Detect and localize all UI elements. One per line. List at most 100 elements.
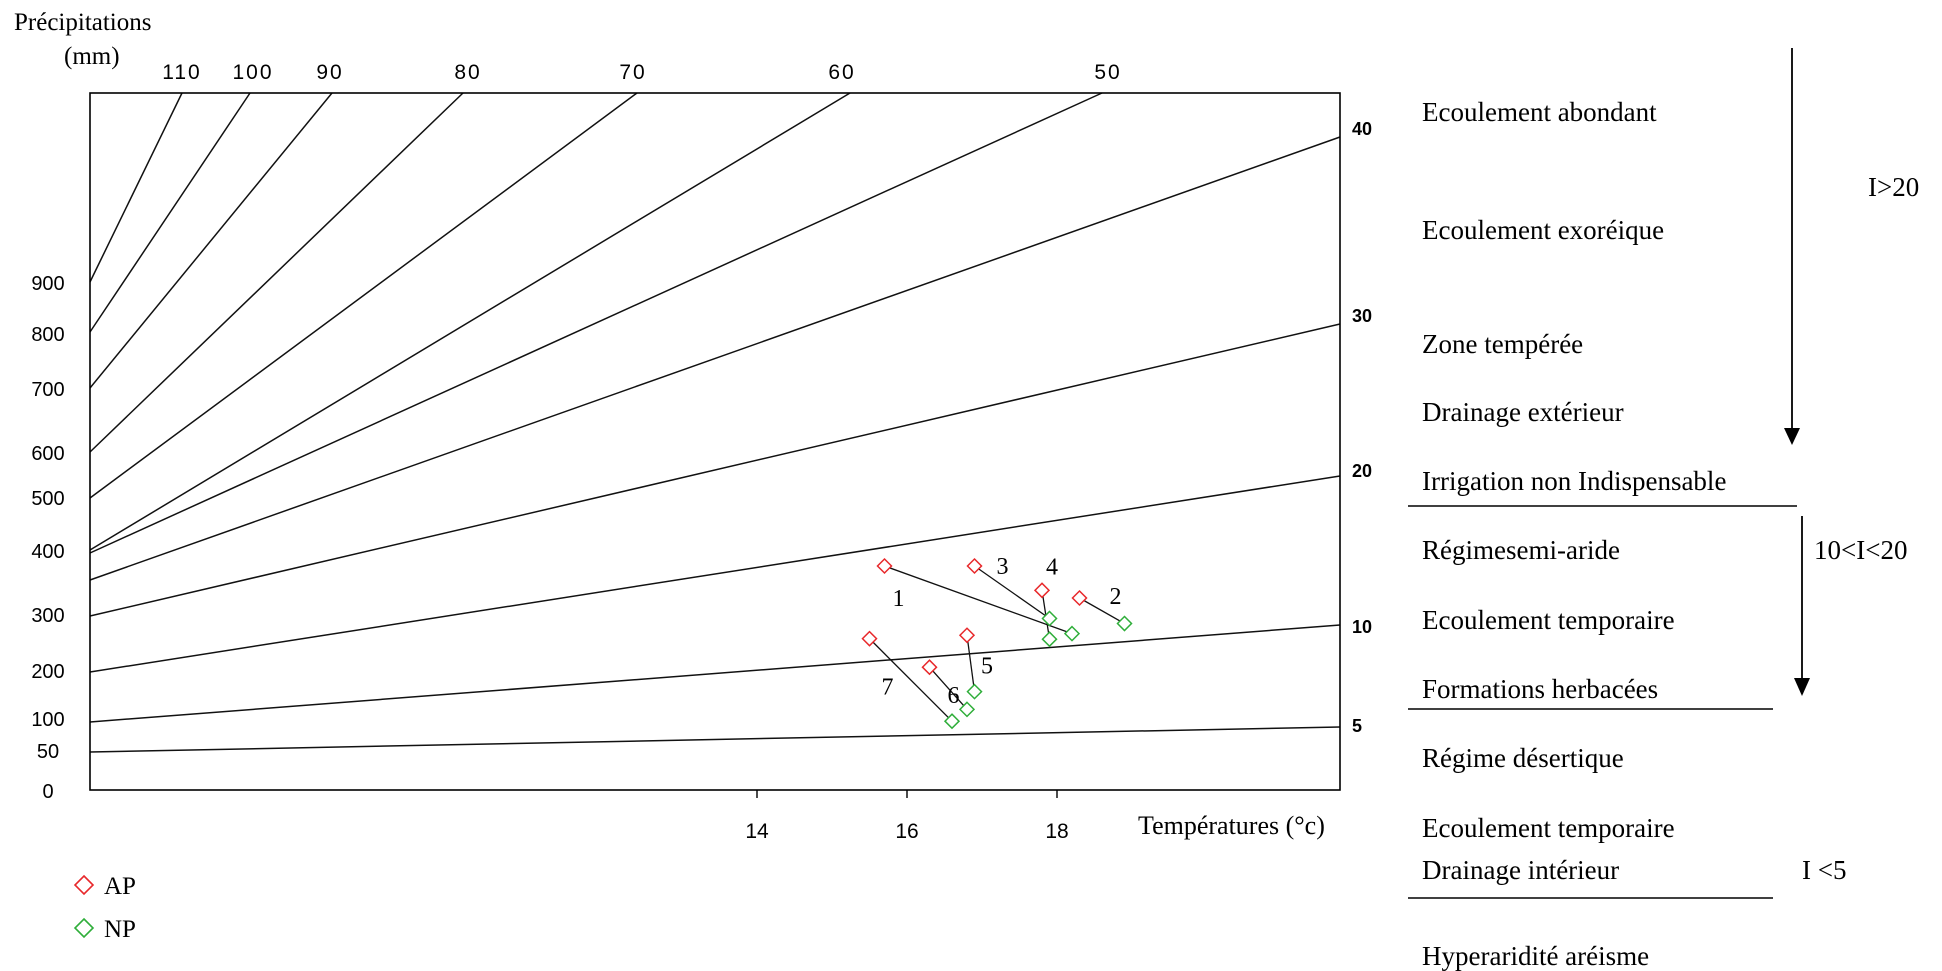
y-tick-label: 50 bbox=[37, 741, 59, 763]
isoline bbox=[89, 624, 1341, 723]
top-tick-label: 100 bbox=[232, 61, 273, 84]
y-tick-label: 600 bbox=[31, 443, 64, 465]
x-tick-label: 16 bbox=[895, 820, 918, 843]
y-tick-label: 200 bbox=[31, 661, 64, 683]
station-label: 1 bbox=[893, 586, 905, 612]
legend-marker bbox=[73, 917, 95, 939]
station-connector bbox=[929, 666, 968, 710]
right-tick-label: 40 bbox=[1352, 119, 1372, 139]
y-tick-label: 400 bbox=[31, 541, 64, 563]
station-connector bbox=[884, 565, 1073, 635]
station-connector bbox=[1079, 597, 1125, 625]
station-label: 7 bbox=[882, 675, 894, 701]
station-label: 2 bbox=[1110, 584, 1122, 610]
ap-marker bbox=[966, 557, 983, 575]
x-tick-label: 18 bbox=[1045, 820, 1068, 843]
y-tick-label: 300 bbox=[31, 605, 64, 627]
isoline bbox=[89, 92, 251, 333]
np-marker bbox=[1063, 625, 1081, 642]
legend: AP NP bbox=[73, 873, 136, 943]
zone-label: Ecoulement abondant bbox=[1422, 97, 1657, 127]
station-label: 6 bbox=[948, 683, 960, 709]
y-axis-unit: (mm) bbox=[64, 43, 120, 70]
top-tick-label: 90 bbox=[316, 61, 343, 84]
ap-marker bbox=[958, 627, 976, 644]
arrow-head-high bbox=[1784, 428, 1800, 445]
zone-label: Formations herbacées bbox=[1422, 674, 1659, 704]
station-connectors bbox=[869, 565, 1125, 722]
zone-label: Régime désertique bbox=[1422, 743, 1624, 773]
top-tick-label: 110 bbox=[162, 61, 201, 84]
y-axis-title: Précipitations bbox=[14, 9, 151, 36]
y-tick-label: 700 bbox=[31, 379, 64, 401]
index-low-label: I <5 bbox=[1802, 855, 1847, 885]
top-tick-label: 60 bbox=[828, 61, 855, 84]
right-tick-labels: 40 30 20 10 5 bbox=[1352, 119, 1372, 736]
zone-label: Drainage intérieur bbox=[1422, 855, 1620, 885]
isoline bbox=[89, 475, 1341, 673]
isoline bbox=[89, 92, 1103, 554]
isoline bbox=[89, 92, 333, 389]
ap-marker bbox=[1033, 582, 1051, 599]
ap-marker bbox=[876, 557, 893, 575]
x-tick-labels: 14 16 18 bbox=[745, 790, 1069, 843]
station-label: 3 bbox=[997, 554, 1009, 580]
isoline bbox=[89, 92, 851, 551]
np-marker bbox=[1116, 615, 1133, 632]
np-marker bbox=[966, 683, 983, 700]
top-tick-label: 50 bbox=[1094, 61, 1121, 84]
np-marker bbox=[1041, 631, 1058, 648]
legend-label: AP bbox=[104, 873, 136, 900]
right-tick-label: 20 bbox=[1352, 461, 1372, 481]
y-tick-label: 0 bbox=[42, 781, 53, 803]
isoline bbox=[89, 92, 464, 453]
y-tick-label: 500 bbox=[31, 488, 64, 510]
legend-marker bbox=[73, 874, 95, 896]
index-mid-label: 10<I<20 bbox=[1814, 535, 1908, 565]
zone-label: Irrigation non Indispensable bbox=[1422, 466, 1727, 496]
np-marker bbox=[943, 713, 961, 730]
zone-label: Zone tempérée bbox=[1422, 329, 1584, 359]
station-connector bbox=[966, 635, 976, 692]
isoline bbox=[89, 323, 1341, 617]
np-marker bbox=[958, 701, 976, 718]
zone-label: Hyperaridité aréisme bbox=[1422, 941, 1650, 971]
isoline bbox=[89, 726, 1341, 753]
ap-marker bbox=[1071, 589, 1088, 607]
right-tick-label: 10 bbox=[1352, 617, 1372, 637]
zone-label: Ecoulement temporaire bbox=[1422, 605, 1675, 635]
ap-marker bbox=[861, 630, 878, 647]
arrow-head-mid bbox=[1794, 678, 1810, 696]
isoline bbox=[89, 136, 1341, 581]
zone-label: Drainage extérieur bbox=[1422, 397, 1624, 427]
y-tick-label: 100 bbox=[31, 709, 64, 731]
zone-label: Ecoulement temporaire bbox=[1422, 813, 1675, 843]
top-tick-labels: 110 100 90 80 70 60 50 bbox=[162, 61, 1121, 84]
x-tick-label: 14 bbox=[745, 820, 769, 843]
top-tick-label: 80 bbox=[454, 61, 481, 84]
y-tick-label: 900 bbox=[31, 273, 64, 295]
np-marker bbox=[1041, 610, 1058, 627]
index-annotations bbox=[1408, 48, 1810, 899]
x-axis-title: Températures (°c) bbox=[1138, 811, 1325, 840]
station-label: 5 bbox=[981, 653, 993, 679]
top-tick-label: 70 bbox=[619, 61, 646, 84]
ap-marker bbox=[921, 659, 938, 676]
station-label: 4 bbox=[1046, 554, 1058, 580]
axis-titles: Précipitations (mm) Températures (°c) bbox=[14, 9, 1325, 840]
isoline-group bbox=[89, 92, 1341, 753]
isoline bbox=[89, 92, 183, 283]
station-connector bbox=[869, 638, 953, 722]
station-markers bbox=[861, 557, 1133, 730]
index-high-label: I>20 bbox=[1868, 172, 1920, 202]
zone-label: Régimesemi-aride bbox=[1422, 535, 1620, 565]
plot-frame bbox=[89, 92, 1341, 791]
right-tick-label: 30 bbox=[1352, 306, 1372, 326]
station-labels: 1 2 3 4 56 7 bbox=[882, 554, 1122, 709]
zone-label: Ecoulement exoréique bbox=[1422, 215, 1665, 245]
legend-label: NP bbox=[104, 916, 136, 943]
isoline bbox=[89, 92, 638, 499]
y-tick-label: 800 bbox=[31, 324, 64, 346]
